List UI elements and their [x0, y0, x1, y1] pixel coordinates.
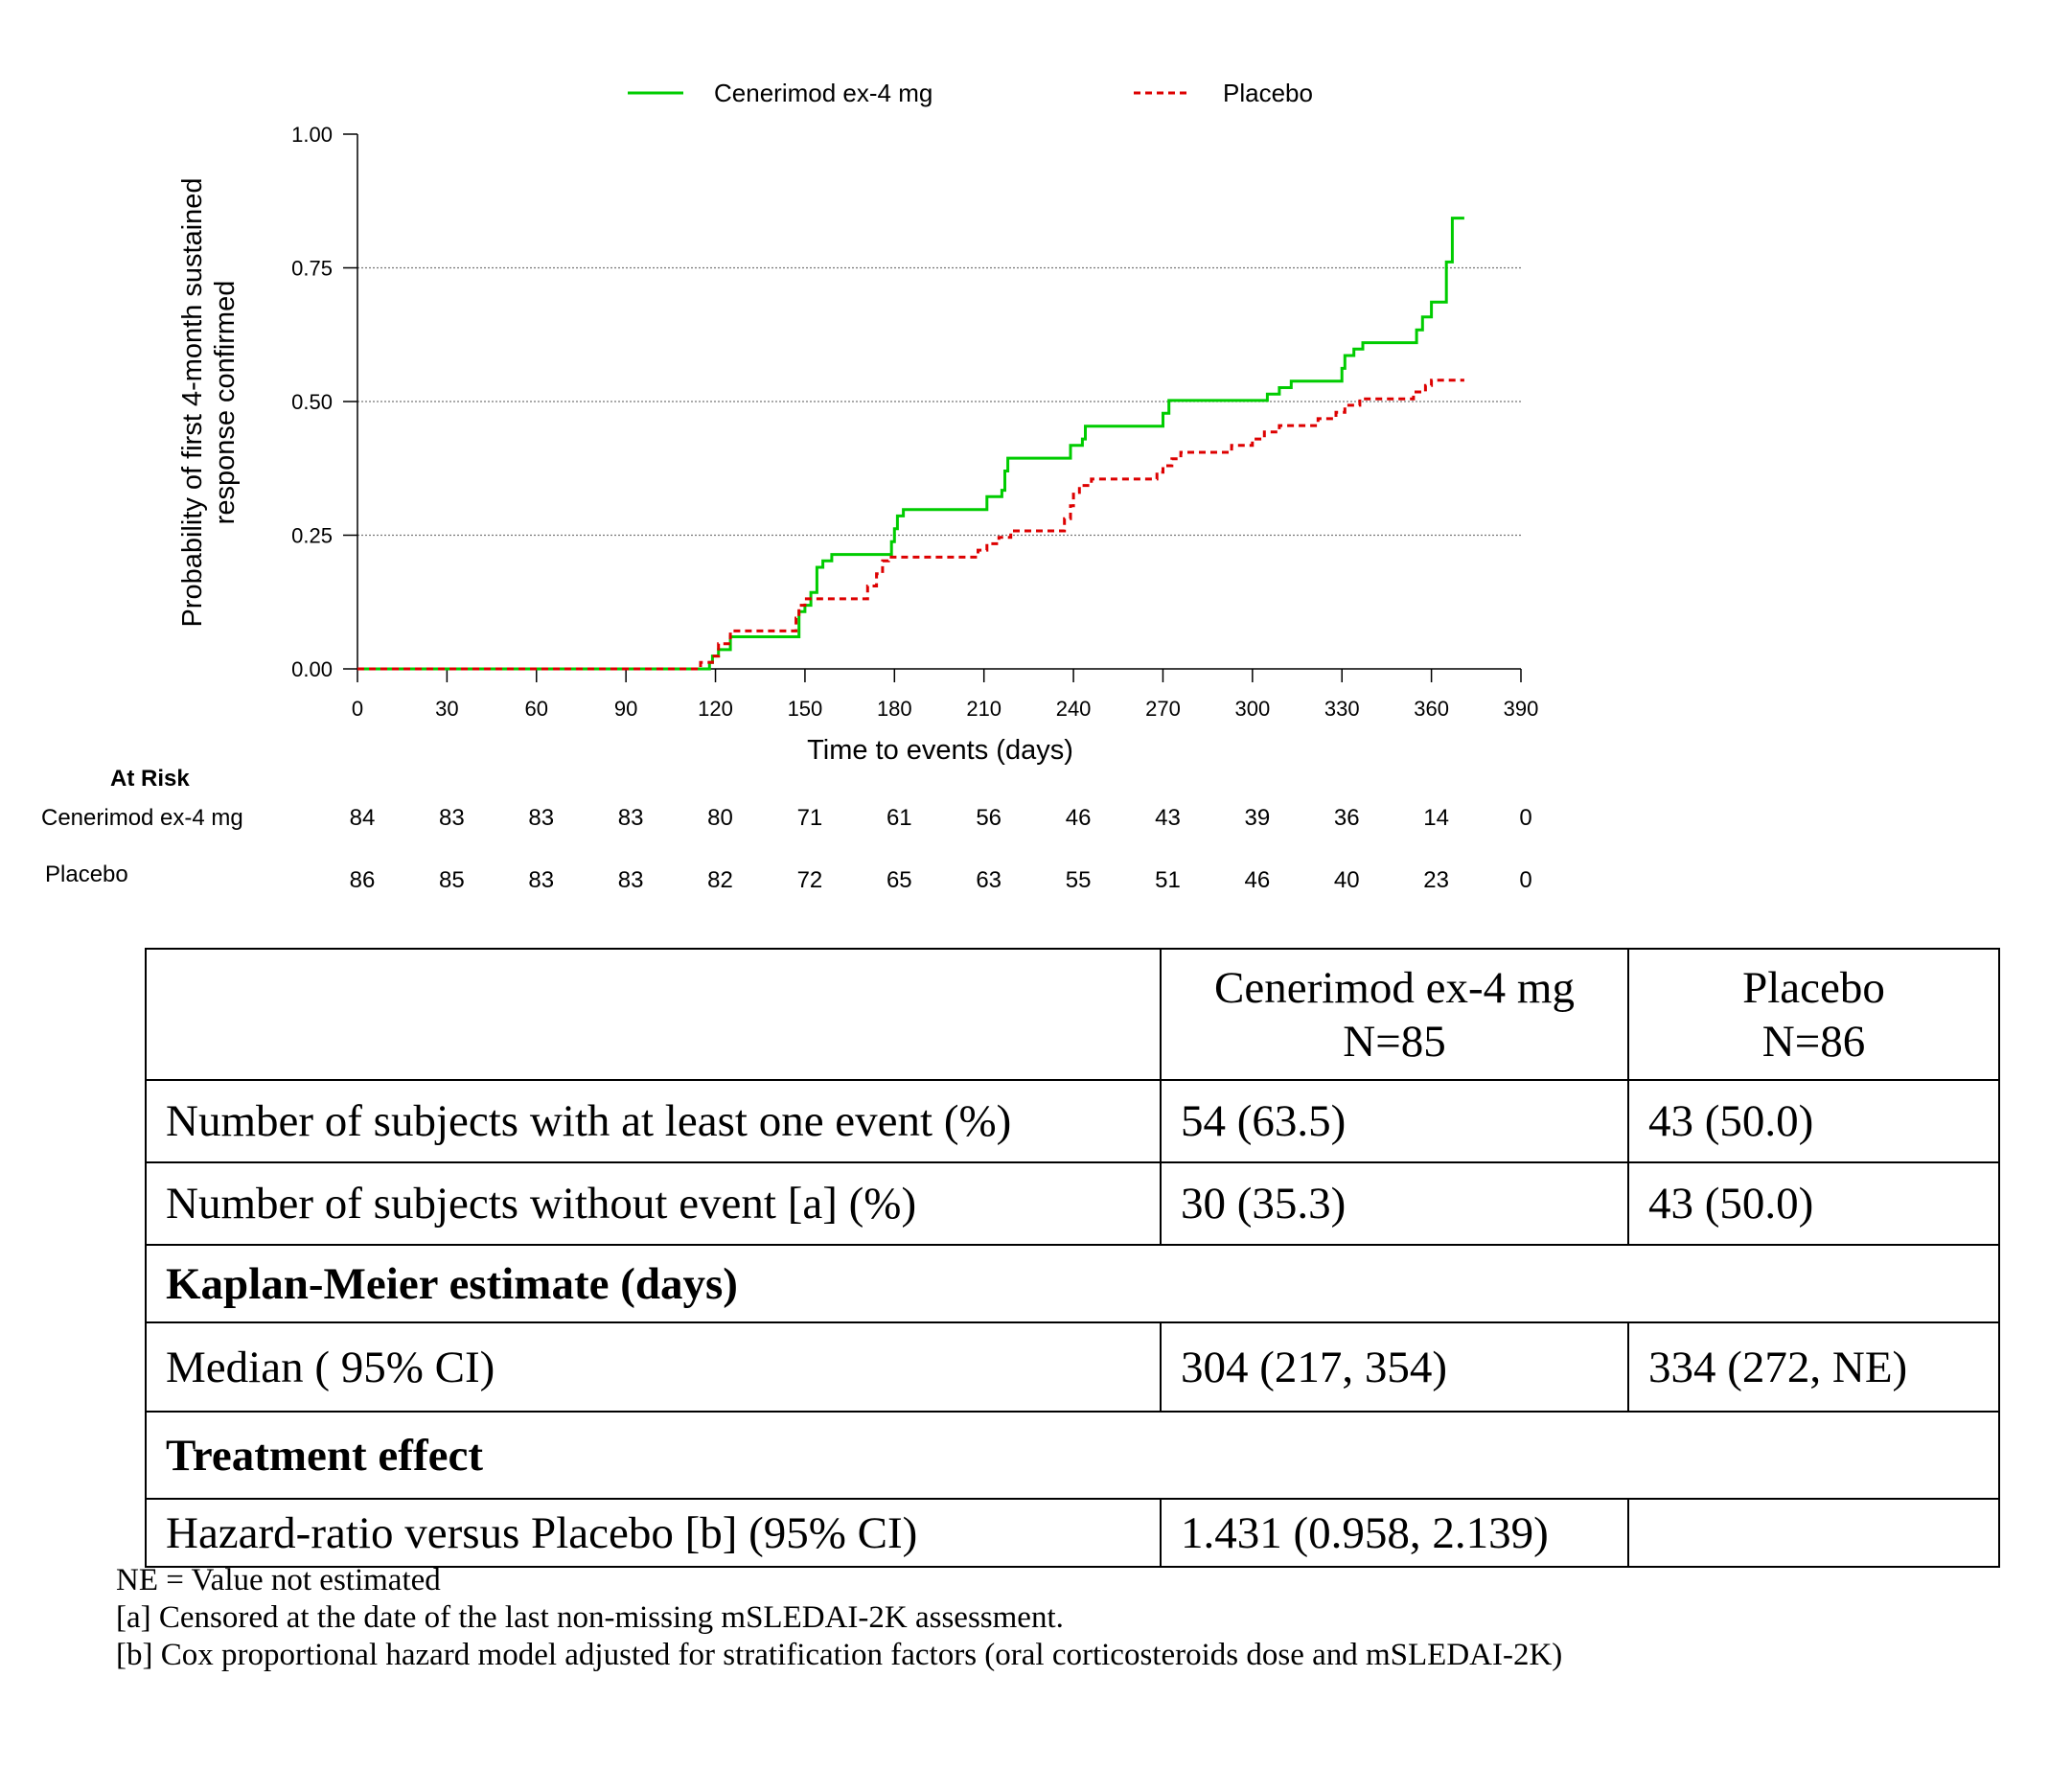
table-header-cenerimod: Cenerimod ex-4 mg N=85 — [1160, 948, 1629, 1081]
y-axis-label-line-2: response confirmed — [210, 281, 241, 525]
table-row: Number of subjects with at least one eve… — [145, 1079, 2000, 1163]
y-tick-label: 0.50 — [291, 390, 333, 414]
at-risk-value-placebo: 83 — [618, 867, 644, 893]
row-value-placebo: 43 (50.0) — [1627, 1161, 2000, 1246]
legend-label-cenerimod: Cenerimod ex-4 mg — [714, 79, 932, 107]
x-tick-label: 180 — [877, 697, 912, 721]
at-risk-row-label-cenerimod: Cenerimod ex-4 mg — [41, 805, 243, 831]
row-label: Median ( 95% CI) — [145, 1321, 1162, 1413]
at-risk-value-placebo: 85 — [439, 867, 465, 893]
row-label: Hazard-ratio versus Placebo [b] (95% CI) — [145, 1498, 1162, 1568]
y-axis-label: Probability of first 4-month sustained r… — [177, 177, 241, 627]
axes: 0.00 0.25 0.50 0.75 1.00 0 30 60 90 120 150 180 210 2… — [291, 123, 1538, 721]
at-risk-value-cenerimod: 84 — [350, 805, 376, 831]
table-header-placebo: Placebo N=86 — [1627, 948, 2000, 1081]
table-row: Median ( 95% CI) 304 (217, 354) 334 (272… — [145, 1321, 2000, 1413]
at-risk-value-cenerimod: 83 — [528, 805, 554, 831]
footnote-b: [b] Cox proportional hazard model adjust… — [116, 1638, 1563, 1672]
at-risk-value-placebo: 83 — [528, 867, 554, 893]
section-heading-km: Kaplan-Meier estimate (days) — [145, 1244, 2000, 1323]
x-tick-label: 300 — [1234, 697, 1270, 721]
at-risk-value-cenerimod: 83 — [618, 805, 644, 831]
at-risk-value-cenerimod: 14 — [1423, 805, 1449, 831]
legend-label-placebo: Placebo — [1223, 79, 1313, 107]
summary-table: Cenerimod ex-4 mg N=85 Placebo N=86 Number… — [145, 948, 2000, 1568]
row-value-placebo: 334 (272, NE) — [1627, 1321, 2000, 1413]
x-tick-label: 330 — [1324, 697, 1360, 721]
row-label: Number of subjects without event [a] (%) — [145, 1161, 1162, 1246]
at-risk-title: At Risk — [110, 766, 190, 792]
x-tick-label: 390 — [1504, 697, 1539, 721]
gridlines — [357, 266, 1521, 537]
footnotes: NE = Value not estimated [a] Censored at… — [116, 1562, 1562, 1674]
at-risk-value-cenerimod: 39 — [1244, 805, 1270, 831]
footnote-ne: NE = Value not estimated — [116, 1563, 441, 1597]
at-risk-value-cenerimod: 83 — [439, 805, 465, 831]
at-risk-value-placebo: 46 — [1244, 867, 1270, 893]
at-risk-value-placebo: 63 — [976, 867, 1001, 893]
at-risk-value-placebo: 55 — [1066, 867, 1092, 893]
x-tick-label: 240 — [1056, 697, 1092, 721]
at-risk-value-cenerimod: 61 — [886, 805, 912, 831]
kaplan-meier-chart: Cenerimod ex-4 mg Placebo Probability of… — [41, 79, 1538, 893]
at-risk-value-placebo: 23 — [1423, 867, 1449, 893]
at-risk-value-placebo: 86 — [350, 867, 376, 893]
x-tick-label: 30 — [435, 697, 458, 721]
table-section-row: Kaplan-Meier estimate (days) — [145, 1244, 2000, 1323]
x-tick-label: 60 — [525, 697, 548, 721]
row-value-cenerimod: 30 (35.3) — [1160, 1161, 1629, 1246]
x-tick-label: 270 — [1145, 697, 1181, 721]
at-risk-value-placebo: 0 — [1519, 867, 1531, 893]
row-value-cenerimod: 304 (217, 354) — [1160, 1321, 1629, 1413]
at-risk-value-cenerimod: 46 — [1066, 805, 1092, 831]
x-tick-label: 210 — [966, 697, 1001, 721]
at-risk-values: 84 83 83 83 80 71 61 56 46 43 39 36 14 0 86 85 83 83 82 72 6… — [350, 805, 1532, 893]
series-line-placebo — [357, 379, 1464, 671]
at-risk-value-cenerimod: 36 — [1334, 805, 1360, 831]
x-axis-label: Time to events (days) — [807, 735, 1073, 766]
header-cenerimod-n: N=85 — [1343, 1016, 1446, 1067]
y-tick-label: 1.00 — [291, 123, 333, 147]
row-value-placebo — [1627, 1498, 2000, 1568]
series-line-cenerimod — [357, 217, 1464, 671]
at-risk-value-cenerimod: 71 — [797, 805, 823, 831]
x-tick-label: 360 — [1414, 697, 1449, 721]
table-section-row: Treatment effect — [145, 1411, 2000, 1500]
row-value-cenerimod: 54 (63.5) — [1160, 1079, 1629, 1163]
at-risk-value-placebo: 65 — [886, 867, 912, 893]
x-tick-label: 150 — [788, 697, 823, 721]
at-risk-row-label-placebo: Placebo — [45, 862, 128, 887]
at-risk-value-placebo: 72 — [797, 867, 823, 893]
legend: Cenerimod ex-4 mg Placebo — [628, 79, 1313, 107]
at-risk-value-cenerimod: 80 — [707, 805, 733, 831]
table-row: Number of subjects without event [a] (%)… — [145, 1161, 2000, 1246]
table-row: Hazard-ratio versus Placebo [b] (95% CI)… — [145, 1498, 2000, 1568]
y-tick-label: 0.25 — [291, 524, 333, 548]
at-risk-value-cenerimod: 56 — [976, 805, 1001, 831]
at-risk-value-cenerimod: 43 — [1155, 805, 1181, 831]
footnote-a: [a] Censored at the date of the last non… — [116, 1600, 1064, 1635]
x-tick-label: 120 — [698, 697, 733, 721]
y-axis-label-line-1: Probability of first 4-month sustained — [177, 177, 208, 627]
section-heading-treatment: Treatment effect — [145, 1411, 2000, 1500]
table-header-row: Cenerimod ex-4 mg N=85 Placebo N=86 — [145, 948, 2000, 1081]
header-placebo-n: N=86 — [1761, 1016, 1866, 1067]
x-tick-label: 90 — [614, 697, 637, 721]
at-risk-value-placebo: 40 — [1334, 867, 1360, 893]
y-tick-label: 0.75 — [291, 257, 333, 281]
row-label: Number of subjects with at least one eve… — [145, 1079, 1162, 1163]
at-risk-value-placebo: 82 — [707, 867, 733, 893]
at-risk-value-cenerimod: 0 — [1519, 805, 1531, 831]
header-cenerimod-name: Cenerimod ex-4 mg — [1214, 962, 1575, 1013]
at-risk-value-placebo: 51 — [1155, 867, 1181, 893]
row-value-placebo: 43 (50.0) — [1627, 1079, 2000, 1163]
y-tick-label: 0.00 — [291, 657, 333, 681]
x-tick-label: 0 — [352, 697, 363, 721]
series-lines — [357, 217, 1464, 671]
header-placebo-name: Placebo — [1742, 962, 1885, 1013]
table-header-blank — [145, 948, 1162, 1081]
row-value-cenerimod: 1.431 (0.958, 2.139) — [1160, 1498, 1629, 1568]
